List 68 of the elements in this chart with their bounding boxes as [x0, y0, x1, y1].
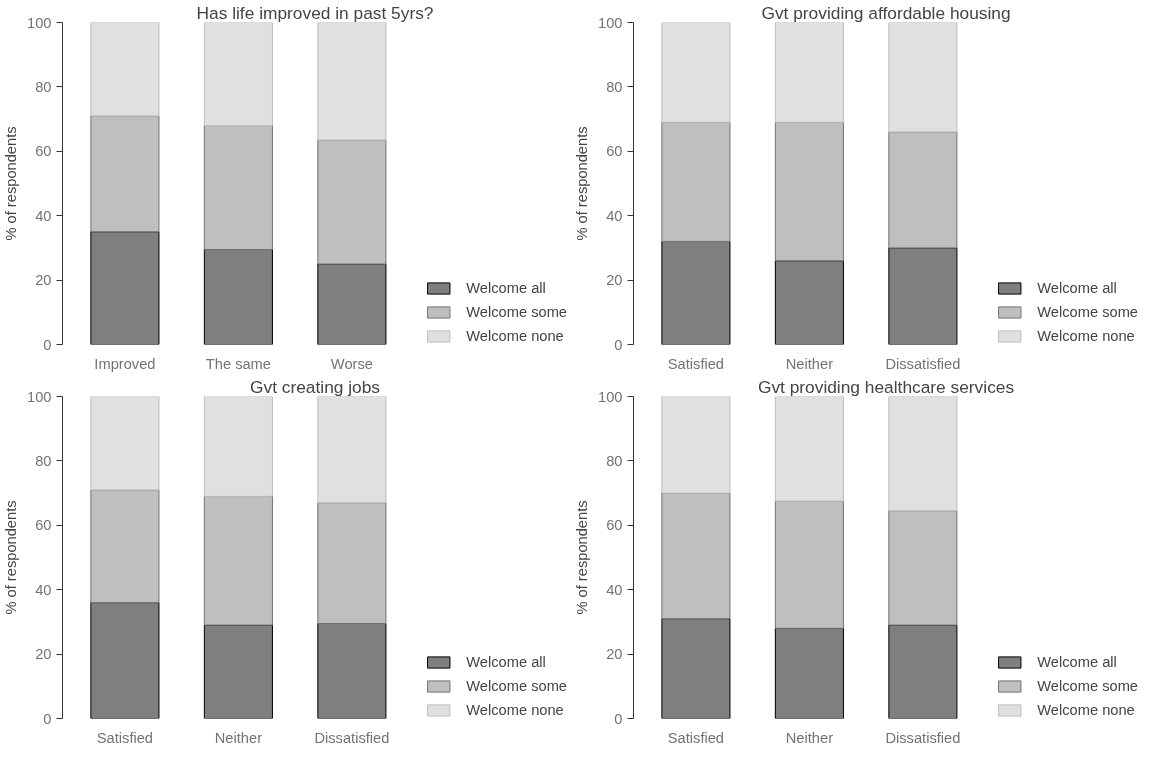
legend-label: Welcome none [1037, 328, 1135, 344]
bar [661, 240, 731, 345]
y-axis-title: % of respondents [3, 126, 20, 241]
y-tick-label: 40 [606, 581, 623, 598]
legend-label: Welcome none [1037, 702, 1135, 718]
y-tick-label: 80 [35, 78, 52, 95]
y-tick-label: 60 [606, 143, 623, 160]
chart-title: Has life improved in past 5yrs? [196, 2, 434, 23]
legend-label: Welcome none [466, 702, 564, 718]
x-tick-label: Dissatisfied [885, 355, 961, 372]
chart-title: Gvt providing affordable housing [761, 2, 1011, 23]
x-tick-label: Worse [330, 355, 373, 372]
y-tick-label: 20 [35, 646, 52, 663]
x-tick-label: Satisfied [667, 729, 725, 746]
y-tick-label: 80 [606, 78, 623, 95]
y-tick-label: 20 [606, 272, 623, 289]
y-tick-label: 0 [43, 336, 52, 353]
legend-label: Welcome some [1037, 304, 1138, 320]
legend-label: Welcome some [466, 678, 567, 694]
bar [90, 602, 160, 719]
chart-title: Gvt providing healthcare services [757, 376, 1015, 397]
y-tick-label: 20 [606, 646, 623, 663]
y-tick-label: 100 [598, 14, 623, 31]
y-tick-label: 20 [35, 272, 52, 289]
y-tick-label: 40 [606, 207, 623, 224]
chart-title: Gvt creating jobs [249, 376, 381, 397]
legend-label: Welcome all [1037, 280, 1117, 296]
x-tick-label: Dissatisfied [885, 729, 961, 746]
y-tick-label: 100 [27, 14, 52, 31]
x-tick-label: Dissatisfied [314, 729, 390, 746]
y-tick-label: 0 [614, 336, 623, 353]
bar [203, 624, 273, 719]
legend-label: Welcome all [1037, 654, 1117, 670]
y-axis-title: % of respondents [574, 500, 591, 615]
bar [661, 618, 731, 719]
bar [888, 624, 958, 719]
bar [90, 231, 160, 345]
legend-label: Welcome all [466, 280, 546, 296]
x-tick-label: Satisfied [667, 355, 725, 372]
y-tick-label: 60 [35, 517, 52, 534]
y-tick-label: 0 [43, 710, 52, 727]
y-tick-label: 80 [606, 452, 623, 469]
y-tick-label: 40 [35, 207, 52, 224]
y-axis-title: % of respondents [3, 500, 20, 615]
x-tick-label: The same [205, 355, 271, 372]
y-tick-label: 40 [35, 581, 52, 598]
y-tick-label: 0 [614, 710, 623, 727]
y-tick-label: 100 [598, 388, 623, 405]
x-tick-label: Improved [94, 355, 156, 372]
x-tick-label: Neither [785, 729, 834, 746]
x-tick-label: Neither [214, 729, 263, 746]
legend-label: Welcome all [466, 654, 546, 670]
bar [888, 247, 958, 345]
y-tick-label: 60 [606, 517, 623, 534]
y-axis-title: % of respondents [574, 126, 591, 241]
bar [317, 263, 387, 345]
y-tick-label: 100 [27, 388, 52, 405]
bar [317, 623, 387, 719]
y-tick-label: 60 [35, 143, 52, 160]
bar [203, 249, 273, 345]
x-tick-label: Satisfied [96, 729, 154, 746]
bar [774, 260, 844, 345]
x-tick-label: Neither [785, 355, 834, 372]
legend-label: Welcome some [466, 304, 567, 320]
bar [774, 627, 844, 719]
y-tick-label: 80 [35, 452, 52, 469]
legend-label: Welcome none [466, 328, 564, 344]
legend-label: Welcome some [1037, 678, 1138, 694]
